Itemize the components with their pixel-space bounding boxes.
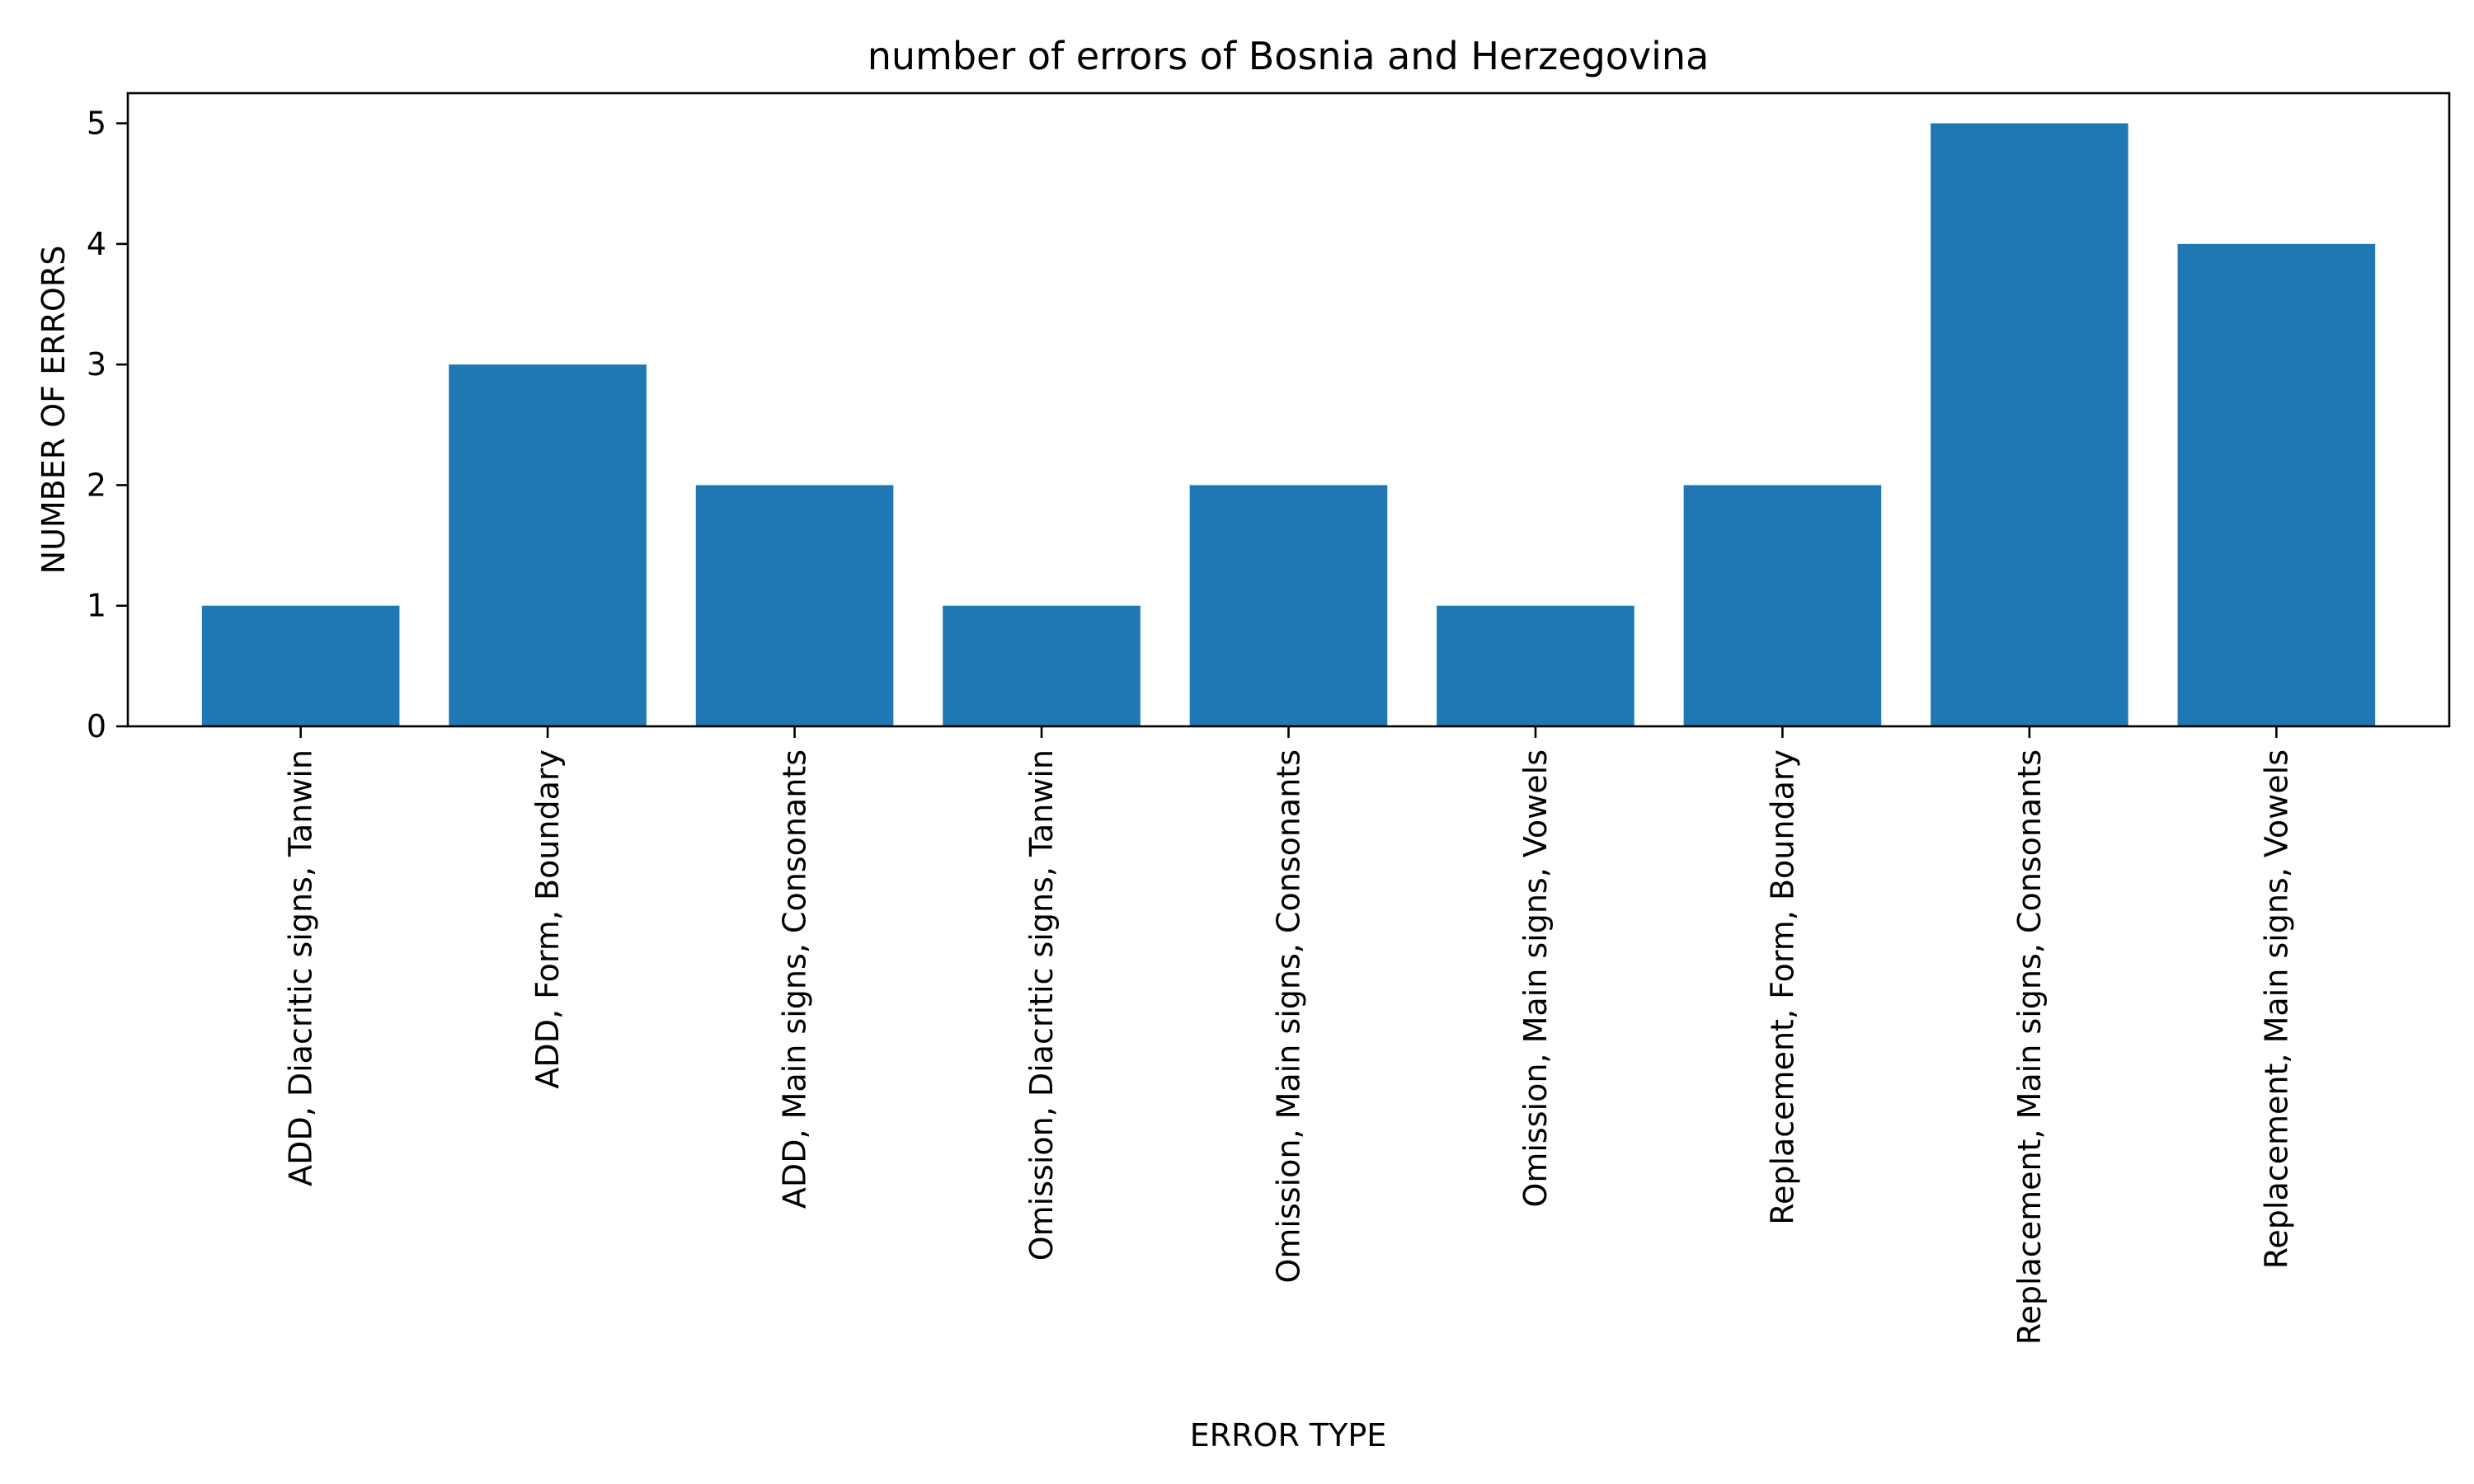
- y-tick-label: 5: [87, 106, 106, 142]
- bar: [1931, 123, 2128, 727]
- x-tick-label: Omission, Main signs, Vowels: [1517, 749, 1554, 1208]
- bar: [1437, 605, 1634, 726]
- bar: [695, 485, 894, 726]
- x-tick-label: Replacement, Form, Boundary: [1764, 749, 1800, 1225]
- x-tick-label: Replacement, Main signs, Consonants: [2011, 749, 2048, 1345]
- x-tick-label: Omission, Diacritic signs, Tanwin: [1023, 749, 1060, 1261]
- y-tick-label: 4: [87, 226, 106, 262]
- bar: [201, 605, 400, 726]
- bar: [943, 605, 1141, 726]
- y-tick-label: 0: [87, 708, 106, 744]
- x-tick-label: ADD, Diacritic signs, Tanwin: [283, 749, 319, 1186]
- x-tick-label: ADD, Form, Boundary: [529, 749, 566, 1089]
- plot-area-frame: [126, 92, 2451, 728]
- y-axis-ticks: 0 1 2 3 4 5: [87, 106, 128, 744]
- chart-title: number of errors of Bosnia and Herzegovi…: [868, 34, 1710, 78]
- bar: [1189, 485, 1388, 726]
- bar: [1683, 485, 1882, 726]
- x-axis-label: ERROR TYPE: [1190, 1417, 1387, 1453]
- y-axis-label: NUMBER OF ERRORS: [35, 246, 72, 575]
- x-tick-label: ADD, Main signs, Consonants: [777, 749, 813, 1209]
- bar: [449, 364, 647, 726]
- bars: [201, 123, 2376, 727]
- y-tick-label: 2: [87, 467, 106, 503]
- x-axis-ticks: ADD, Diacritic signs, Tanwin ADD, Form, B…: [283, 726, 2294, 1345]
- bar: [2177, 243, 2376, 726]
- x-tick-label: Omission, Main signs, Consonants: [1271, 749, 1307, 1284]
- y-tick-label: 3: [87, 346, 106, 383]
- y-tick-label: 1: [87, 588, 106, 624]
- x-tick-label: Replacement, Main signs, Vowels: [2258, 749, 2294, 1269]
